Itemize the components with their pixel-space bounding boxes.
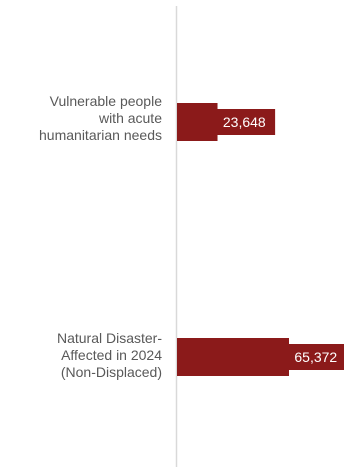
value-label-box-1 bbox=[285, 344, 344, 370]
value-label-1: 65,372 bbox=[294, 349, 337, 365]
bar-1 bbox=[177, 338, 289, 376]
value-label-box-0 bbox=[213, 109, 276, 135]
value-label-0: 23,648 bbox=[223, 114, 266, 130]
bar-0 bbox=[177, 103, 218, 141]
category-label-vulnerable-people: Vulnerable people with acute humanitaria… bbox=[39, 93, 162, 143]
category-label-natural-disaster-affected: Natural Disaster- Affected in 2024 (Non-… bbox=[56, 330, 162, 380]
